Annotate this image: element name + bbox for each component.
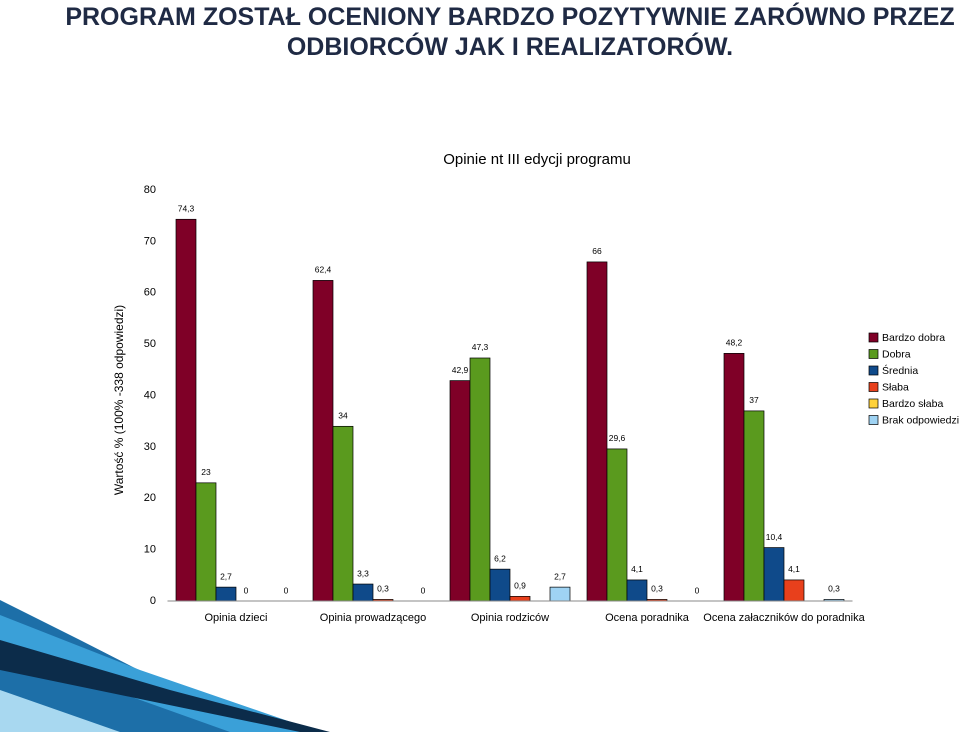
slide-title: PROGRAM ZOSTAŁ OCENIONY BARDZO POZYTYWNI… bbox=[65, 3, 955, 61]
data-label: 0,3 bbox=[377, 584, 389, 594]
y-tick-label: 50 bbox=[144, 338, 156, 350]
data-label: 74,3 bbox=[178, 204, 195, 214]
legend-swatch bbox=[868, 365, 879, 376]
y-tick-label: 10 bbox=[144, 544, 156, 556]
bar bbox=[783, 579, 805, 602]
data-label: 0 bbox=[284, 585, 289, 595]
data-label: 2,7 bbox=[220, 571, 232, 581]
legend-swatch bbox=[868, 415, 879, 425]
data-label: 0,3 bbox=[651, 584, 663, 594]
legend-label: Brak odpowiedzi bbox=[882, 414, 959, 426]
bar bbox=[352, 583, 374, 602]
bar bbox=[743, 410, 765, 602]
bar bbox=[586, 261, 608, 602]
bar bbox=[626, 579, 648, 602]
data-label: 3,3 bbox=[357, 568, 369, 578]
y-tick-label: 30 bbox=[144, 441, 156, 453]
data-label: 6,2 bbox=[494, 553, 506, 563]
bar bbox=[195, 482, 217, 602]
legend-label: Dobra bbox=[882, 348, 911, 360]
bar bbox=[763, 547, 785, 602]
data-label: 0,3 bbox=[828, 584, 840, 594]
y-tick-label: 40 bbox=[144, 389, 156, 401]
legend-label: Bardzo słaba bbox=[882, 398, 943, 410]
data-label: 66 bbox=[592, 246, 602, 256]
x-tick-label: Opinia rodziców bbox=[471, 612, 549, 624]
data-label: 23 bbox=[201, 467, 211, 477]
x-tick-label: Ocena poradnika bbox=[605, 612, 690, 624]
y-tick-label: 0 bbox=[150, 595, 156, 607]
bar bbox=[509, 596, 531, 602]
data-label: 4,1 bbox=[788, 564, 800, 574]
y-axis-label: Wartość % (100% -338 odpowiedzi) bbox=[112, 305, 126, 495]
legend-label: Słaba bbox=[882, 381, 909, 393]
data-label: 4,1 bbox=[631, 564, 643, 574]
legend-label: Średnia bbox=[882, 364, 918, 377]
legend-swatch bbox=[868, 332, 879, 343]
bar bbox=[312, 280, 334, 602]
chart-title: Opinie nt III edycji programu bbox=[443, 151, 631, 168]
y-tick-label: 20 bbox=[144, 492, 156, 504]
data-label: 0 bbox=[695, 585, 700, 595]
data-label: 48,2 bbox=[726, 338, 743, 348]
data-label: 34 bbox=[338, 411, 348, 421]
bar bbox=[723, 353, 745, 602]
bar bbox=[549, 586, 571, 602]
y-tick-label: 60 bbox=[144, 287, 156, 299]
bar bbox=[489, 568, 511, 602]
x-tick-label: Ocena załaczników do poradnika bbox=[703, 612, 865, 624]
bar bbox=[449, 380, 471, 602]
data-label: 62,4 bbox=[315, 265, 332, 275]
data-label: 0,9 bbox=[514, 581, 526, 591]
bar bbox=[175, 218, 197, 602]
bar bbox=[332, 425, 354, 602]
x-tick-label: Opinia prowadzącego bbox=[320, 612, 426, 624]
bar bbox=[469, 357, 491, 602]
data-label: 10,4 bbox=[766, 532, 783, 542]
decoration bbox=[0, 690, 120, 732]
y-tick-label: 80 bbox=[144, 184, 156, 196]
data-label: 0 bbox=[421, 585, 426, 595]
legend-swatch bbox=[868, 382, 879, 392]
bar bbox=[606, 448, 628, 602]
data-label: 2,7 bbox=[554, 571, 566, 581]
y-tick-label: 70 bbox=[144, 235, 156, 247]
legend-swatch bbox=[868, 398, 879, 409]
x-tick-label: Opinia dzieci bbox=[205, 612, 268, 624]
bar bbox=[215, 586, 237, 602]
data-label: 37 bbox=[749, 395, 759, 405]
data-label: 47,3 bbox=[472, 342, 489, 352]
legend-label: Bardzo dobra bbox=[882, 332, 945, 344]
data-label: 0 bbox=[244, 585, 249, 595]
legend-swatch bbox=[868, 349, 879, 359]
data-label: 42,9 bbox=[452, 365, 469, 375]
data-label: 29,6 bbox=[609, 433, 626, 443]
